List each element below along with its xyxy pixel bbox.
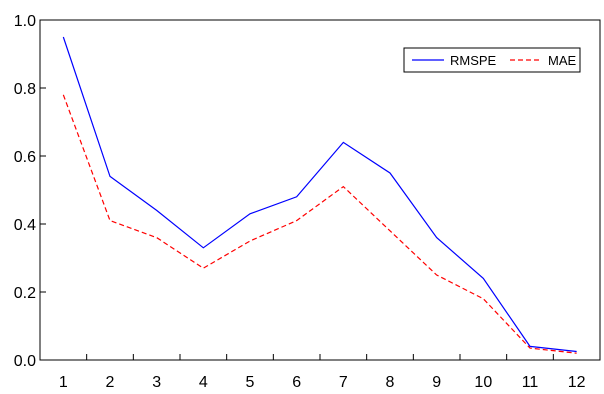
x-tick-label: 5 — [246, 374, 255, 391]
legend-label-mae: MAE — [548, 53, 577, 68]
x-tick-label: 12 — [568, 374, 586, 391]
y-tick-label: 0.8 — [14, 81, 36, 98]
x-tick-label: 11 — [522, 374, 539, 391]
legend-label-rmspe: RMSPE — [450, 53, 497, 68]
y-tick-label: 1.0 — [14, 13, 36, 30]
y-tick-label: 0.0 — [14, 353, 36, 370]
legend: RMSPE MAE — [403, 47, 581, 73]
y-axis: 0.0 0.2 0.4 0.6 0.8 1.0 — [14, 13, 46, 370]
x-tick-label: 7 — [339, 374, 348, 391]
x-tick-label: 6 — [292, 374, 301, 391]
series-line-mae — [62, 94, 577, 354]
x-tick-label: 8 — [386, 374, 395, 391]
y-tick-label: 0.6 — [14, 149, 36, 166]
x-tick-label: 3 — [152, 374, 161, 391]
series-line-rmspe — [62, 36, 577, 353]
x-tick-label: 1 — [59, 374, 68, 391]
x-tick-label: 10 — [474, 374, 492, 391]
x-tick-label: 4 — [199, 374, 208, 391]
y-tick-label: 0.2 — [14, 285, 36, 302]
series-group — [62, 36, 577, 354]
x-tick-label: 9 — [432, 374, 441, 391]
y-tick-label: 0.4 — [14, 217, 36, 234]
x-tick-label: 2 — [106, 374, 115, 391]
x-axis: 1 2 3 4 5 6 7 8 9 10 11 12 — [59, 354, 586, 391]
